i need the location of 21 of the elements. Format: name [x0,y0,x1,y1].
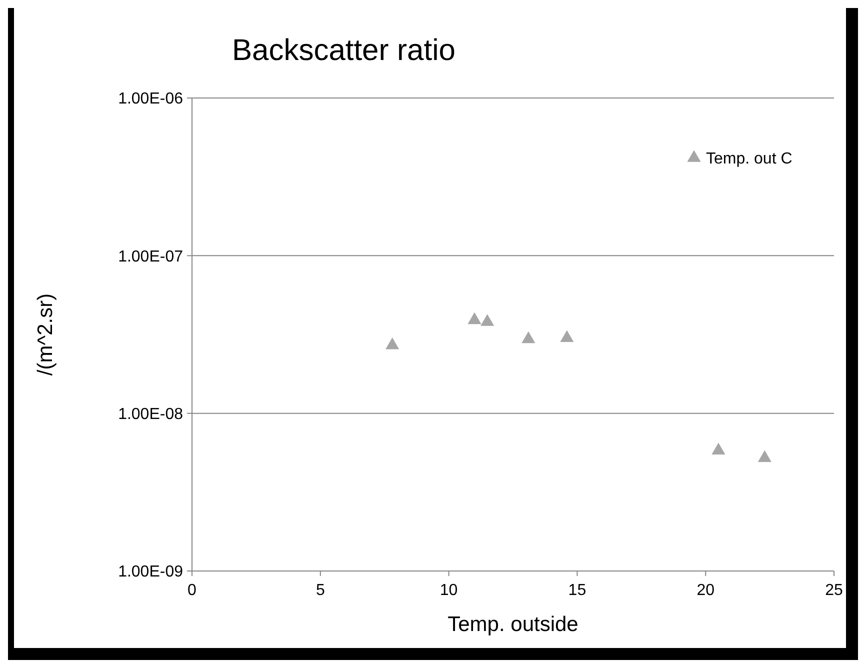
y-axis-title: /(m^2.sr) [34,293,57,376]
point [758,450,772,462]
y-tick-label: 1.00E-07 [118,248,184,266]
x-tick-label: 25 [825,582,843,599]
x-tick-label: 15 [568,582,586,599]
chart-title: Backscatter ratio [232,34,456,67]
x-tick-label: 20 [696,582,715,599]
point [468,312,482,324]
point [522,331,536,344]
point [712,442,726,455]
x-tick-label: 5 [316,582,325,599]
point [480,314,494,326]
point [560,330,574,342]
legend-label: Temp. out C [706,150,792,168]
x-tick-label: 10 [440,582,458,599]
y-tick-label: 1.00E-09 [118,564,184,581]
x-tick-label: 0 [188,582,197,599]
point [386,337,400,350]
y-tick-label: 1.00E-06 [118,90,184,108]
y-tick-label: 1.00E-08 [118,406,184,423]
x-axis-title: Temp. outside [448,613,578,636]
